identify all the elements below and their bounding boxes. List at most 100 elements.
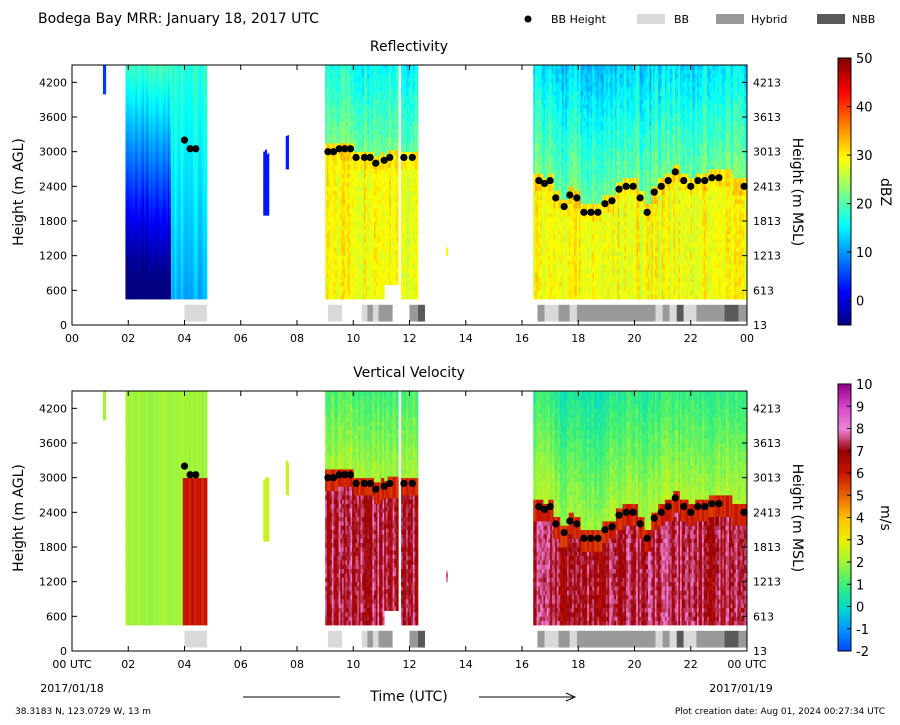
heatmap-cell [138, 286, 142, 291]
heatmap-cell [160, 225, 163, 231]
heatmap-cell [147, 86, 150, 92]
reflectivity-plot-area [102, 65, 748, 322]
heatmap-cell [128, 281, 131, 287]
heatmap-cell [164, 251, 167, 257]
heatmap-cell [137, 65, 140, 70]
heatmap-cell [167, 251, 170, 257]
heatmap-cell [140, 173, 143, 179]
heatmap-cell [138, 130, 142, 135]
heatmap-cell [169, 143, 172, 148]
heatmap-cell [132, 73, 135, 79]
heatmap-cell [171, 117, 174, 122]
heatmap-cell [137, 229, 140, 235]
heatmap-cell [171, 147, 174, 153]
heatmap-cell [127, 134, 130, 140]
heatmap-cell [144, 134, 147, 140]
heatmap-cell [171, 173, 174, 179]
heatmap-cell [133, 117, 136, 122]
heatmap-cell [177, 286, 180, 291]
heatmap-cell [169, 121, 172, 127]
heatmap-cell [179, 225, 182, 231]
heatmap-cell [130, 65, 133, 70]
heatmap-cell [176, 95, 179, 101]
heatmap-cell [177, 65, 180, 70]
heatmap-cell [174, 273, 177, 278]
heatmap-cell [127, 177, 130, 183]
heatmap-cell [198, 190, 201, 196]
heatmap-cell [206, 95, 208, 101]
heatmap-cell [206, 273, 208, 278]
heatmap-cell [184, 91, 187, 96]
reflectivity-panel: Reflectivity Height (m AGL) Height (m MS… [11, 39, 893, 345]
heatmap-cell [150, 203, 153, 209]
heatmap-cell [165, 130, 169, 135]
heatmap-cell [157, 95, 160, 101]
heatmap-cell [172, 264, 175, 270]
heatmap-cell [149, 169, 152, 174]
heatmap-cell [145, 203, 148, 209]
heatmap-cell [187, 294, 190, 300]
heatmap-cell [132, 199, 135, 205]
heatmap-cell [192, 216, 196, 222]
heatmap-cell [145, 121, 148, 127]
heatmap-cell [176, 108, 179, 114]
heatmap-cell [159, 108, 162, 114]
heatmap-cell [144, 251, 147, 257]
heatmap-cell [181, 290, 184, 296]
heatmap-cell [191, 221, 194, 226]
heatmap-cell [157, 104, 160, 109]
heatmap-cell [147, 125, 150, 131]
heatmap-cell [137, 242, 140, 248]
heatmap-cell [167, 195, 170, 200]
heatmap-cell [147, 138, 150, 144]
heatmap-cell [152, 112, 155, 118]
heatmap-cell [154, 260, 157, 265]
heatmap-cell [133, 242, 136, 248]
heatmap-cell [192, 156, 196, 161]
heatmap-cell [128, 99, 131, 105]
heatmap-cell [144, 99, 147, 105]
heatmap-cell [164, 112, 167, 118]
heatmap-cell [160, 147, 163, 153]
heatmap-cell [191, 190, 194, 196]
heatmap-cell [176, 268, 179, 274]
heatmap-cell [191, 242, 194, 248]
heatmap-cell [128, 82, 131, 88]
heatmap-cell [102, 76, 106, 82]
heatmap-cell [154, 212, 157, 218]
heatmap-cell [155, 99, 158, 105]
heatmap-cell [144, 281, 147, 287]
heatmap-cell [104, 80, 107, 86]
heatmap-cell [177, 117, 180, 122]
heatmap-cell [162, 195, 165, 200]
heatmap-cell [176, 286, 179, 291]
heatmap-cell [194, 73, 197, 79]
heatmap-cell [206, 78, 208, 83]
heatmap-cell [150, 221, 153, 226]
heatmap-cell [171, 78, 174, 83]
heatmap-cell [189, 260, 192, 265]
heatmap-cell [125, 177, 128, 183]
heatmap-cell [152, 273, 155, 278]
heatmap-cell [287, 156, 289, 161]
heatmap-cell [172, 151, 175, 157]
heatmap-cell [142, 255, 145, 261]
heatmap-cell [138, 173, 142, 179]
heatmap-cell [179, 125, 182, 131]
heatmap-cell [182, 82, 185, 88]
heatmap-cell [171, 268, 174, 274]
heatmap-cell [159, 121, 162, 127]
heatmap-cell [382, 290, 385, 296]
heatmap-cell [181, 238, 184, 244]
heatmap-cell [144, 229, 147, 235]
heatmap-cell [192, 78, 196, 83]
heatmap-cell [125, 182, 128, 187]
heatmap-cell [194, 208, 197, 213]
heatmap-cell [194, 203, 197, 209]
heatmap-cell [179, 238, 182, 244]
heatmap-cell [176, 251, 179, 257]
heatmap-cell [125, 130, 128, 135]
heatmap-cell [149, 273, 152, 278]
heatmap-cell [172, 65, 175, 70]
heatmap-cell [128, 73, 131, 79]
